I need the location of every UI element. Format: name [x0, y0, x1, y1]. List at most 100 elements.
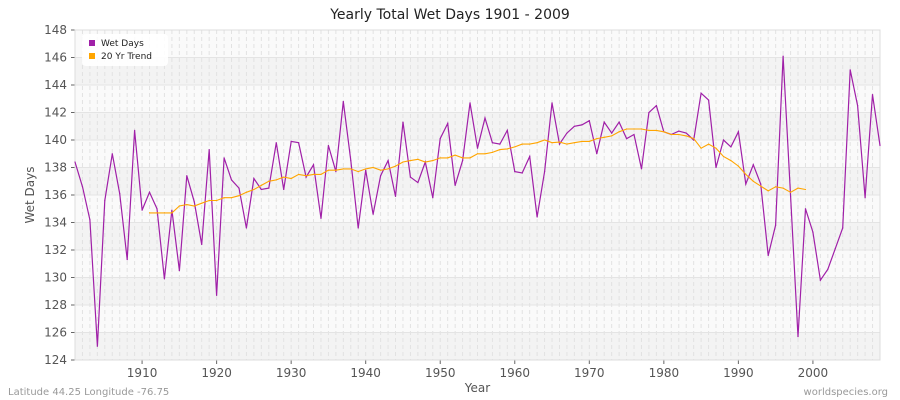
y-tick-label: 128 [44, 298, 67, 312]
data-point [402, 161, 404, 163]
data-point [521, 172, 523, 174]
data-point [253, 188, 255, 191]
data-point [447, 157, 449, 159]
data-point [335, 169, 337, 171]
data-point [409, 160, 412, 162]
data-point [797, 187, 799, 189]
data-point [148, 212, 151, 214]
data-point [715, 147, 717, 149]
data-point [722, 139, 725, 141]
data-point [521, 143, 523, 145]
data-point [581, 140, 583, 142]
data-point [618, 121, 620, 123]
data-point [312, 173, 315, 175]
data-point [514, 171, 516, 173]
data-point [186, 175, 188, 177]
y-tick-label: 126 [44, 326, 67, 340]
data-point [230, 197, 233, 199]
data-point [640, 168, 643, 170]
data-point [305, 175, 307, 177]
data-point [141, 209, 143, 211]
x-tick-label: 1960 [499, 366, 530, 380]
data-point [596, 138, 598, 140]
data-point [365, 169, 367, 171]
data-point [134, 129, 136, 131]
data-point [365, 168, 367, 170]
data-point [417, 182, 419, 184]
data-point [208, 199, 210, 202]
data-point [268, 180, 270, 182]
data-point [819, 279, 821, 281]
data-point [402, 121, 404, 123]
data-point [558, 143, 561, 145]
data-point [804, 208, 807, 210]
data-point [752, 164, 754, 166]
data-point [454, 184, 456, 186]
data-point [789, 191, 792, 193]
data-point [737, 165, 739, 167]
y-tick-label: 130 [44, 271, 67, 285]
data-point [551, 142, 553, 144]
data-point [298, 173, 300, 175]
data-point [812, 231, 814, 233]
data-point [611, 135, 613, 137]
data-point [670, 133, 672, 136]
data-point [260, 188, 262, 191]
data-point [543, 139, 546, 141]
data-point [529, 143, 531, 145]
data-point [804, 188, 807, 191]
data-point [230, 179, 233, 181]
data-point [596, 153, 598, 155]
plot-border [74, 29, 881, 361]
data-point [633, 133, 635, 136]
data-point [760, 185, 762, 187]
data-point [171, 212, 173, 214]
data-point [633, 128, 635, 130]
data-point [573, 142, 575, 144]
data-point [484, 153, 486, 155]
data-point [581, 124, 583, 126]
data-point [372, 166, 374, 169]
data-point [439, 157, 441, 159]
data-point [543, 171, 546, 173]
legend-label: Wet Days [101, 39, 144, 49]
x-tick-label: 1940 [350, 366, 381, 380]
data-point [685, 132, 687, 134]
data-point [767, 254, 769, 257]
y-tick-label: 144 [44, 78, 67, 92]
data-point [447, 122, 449, 125]
data-point [506, 129, 508, 131]
x-tick-label: 1930 [276, 366, 307, 380]
y-tick-label: 148 [44, 23, 67, 37]
data-point [857, 105, 859, 107]
data-point [320, 173, 322, 175]
data-point [424, 161, 426, 163]
data-point [678, 130, 680, 132]
data-point [573, 125, 575, 127]
data-point [290, 140, 292, 142]
data-point [74, 161, 76, 163]
data-point [163, 212, 166, 214]
data-point [588, 120, 590, 122]
data-point [775, 186, 777, 188]
data-point [782, 187, 784, 189]
legend-swatch [89, 53, 95, 59]
legend-label: 20 Yr Trend [101, 52, 152, 62]
data-point [342, 168, 344, 170]
data-point [327, 144, 330, 147]
y-tick-label: 138 [44, 161, 67, 175]
data-point [715, 166, 717, 169]
data-point [491, 142, 494, 144]
data-point [156, 212, 158, 214]
data-point [178, 270, 180, 272]
data-point [558, 141, 561, 143]
data-point [499, 143, 501, 145]
legend-box [82, 34, 168, 66]
data-point [499, 149, 501, 151]
data-point [707, 143, 710, 145]
data-point [417, 158, 419, 160]
data-point [514, 146, 516, 148]
data-point [454, 154, 456, 156]
data-point [350, 160, 352, 162]
